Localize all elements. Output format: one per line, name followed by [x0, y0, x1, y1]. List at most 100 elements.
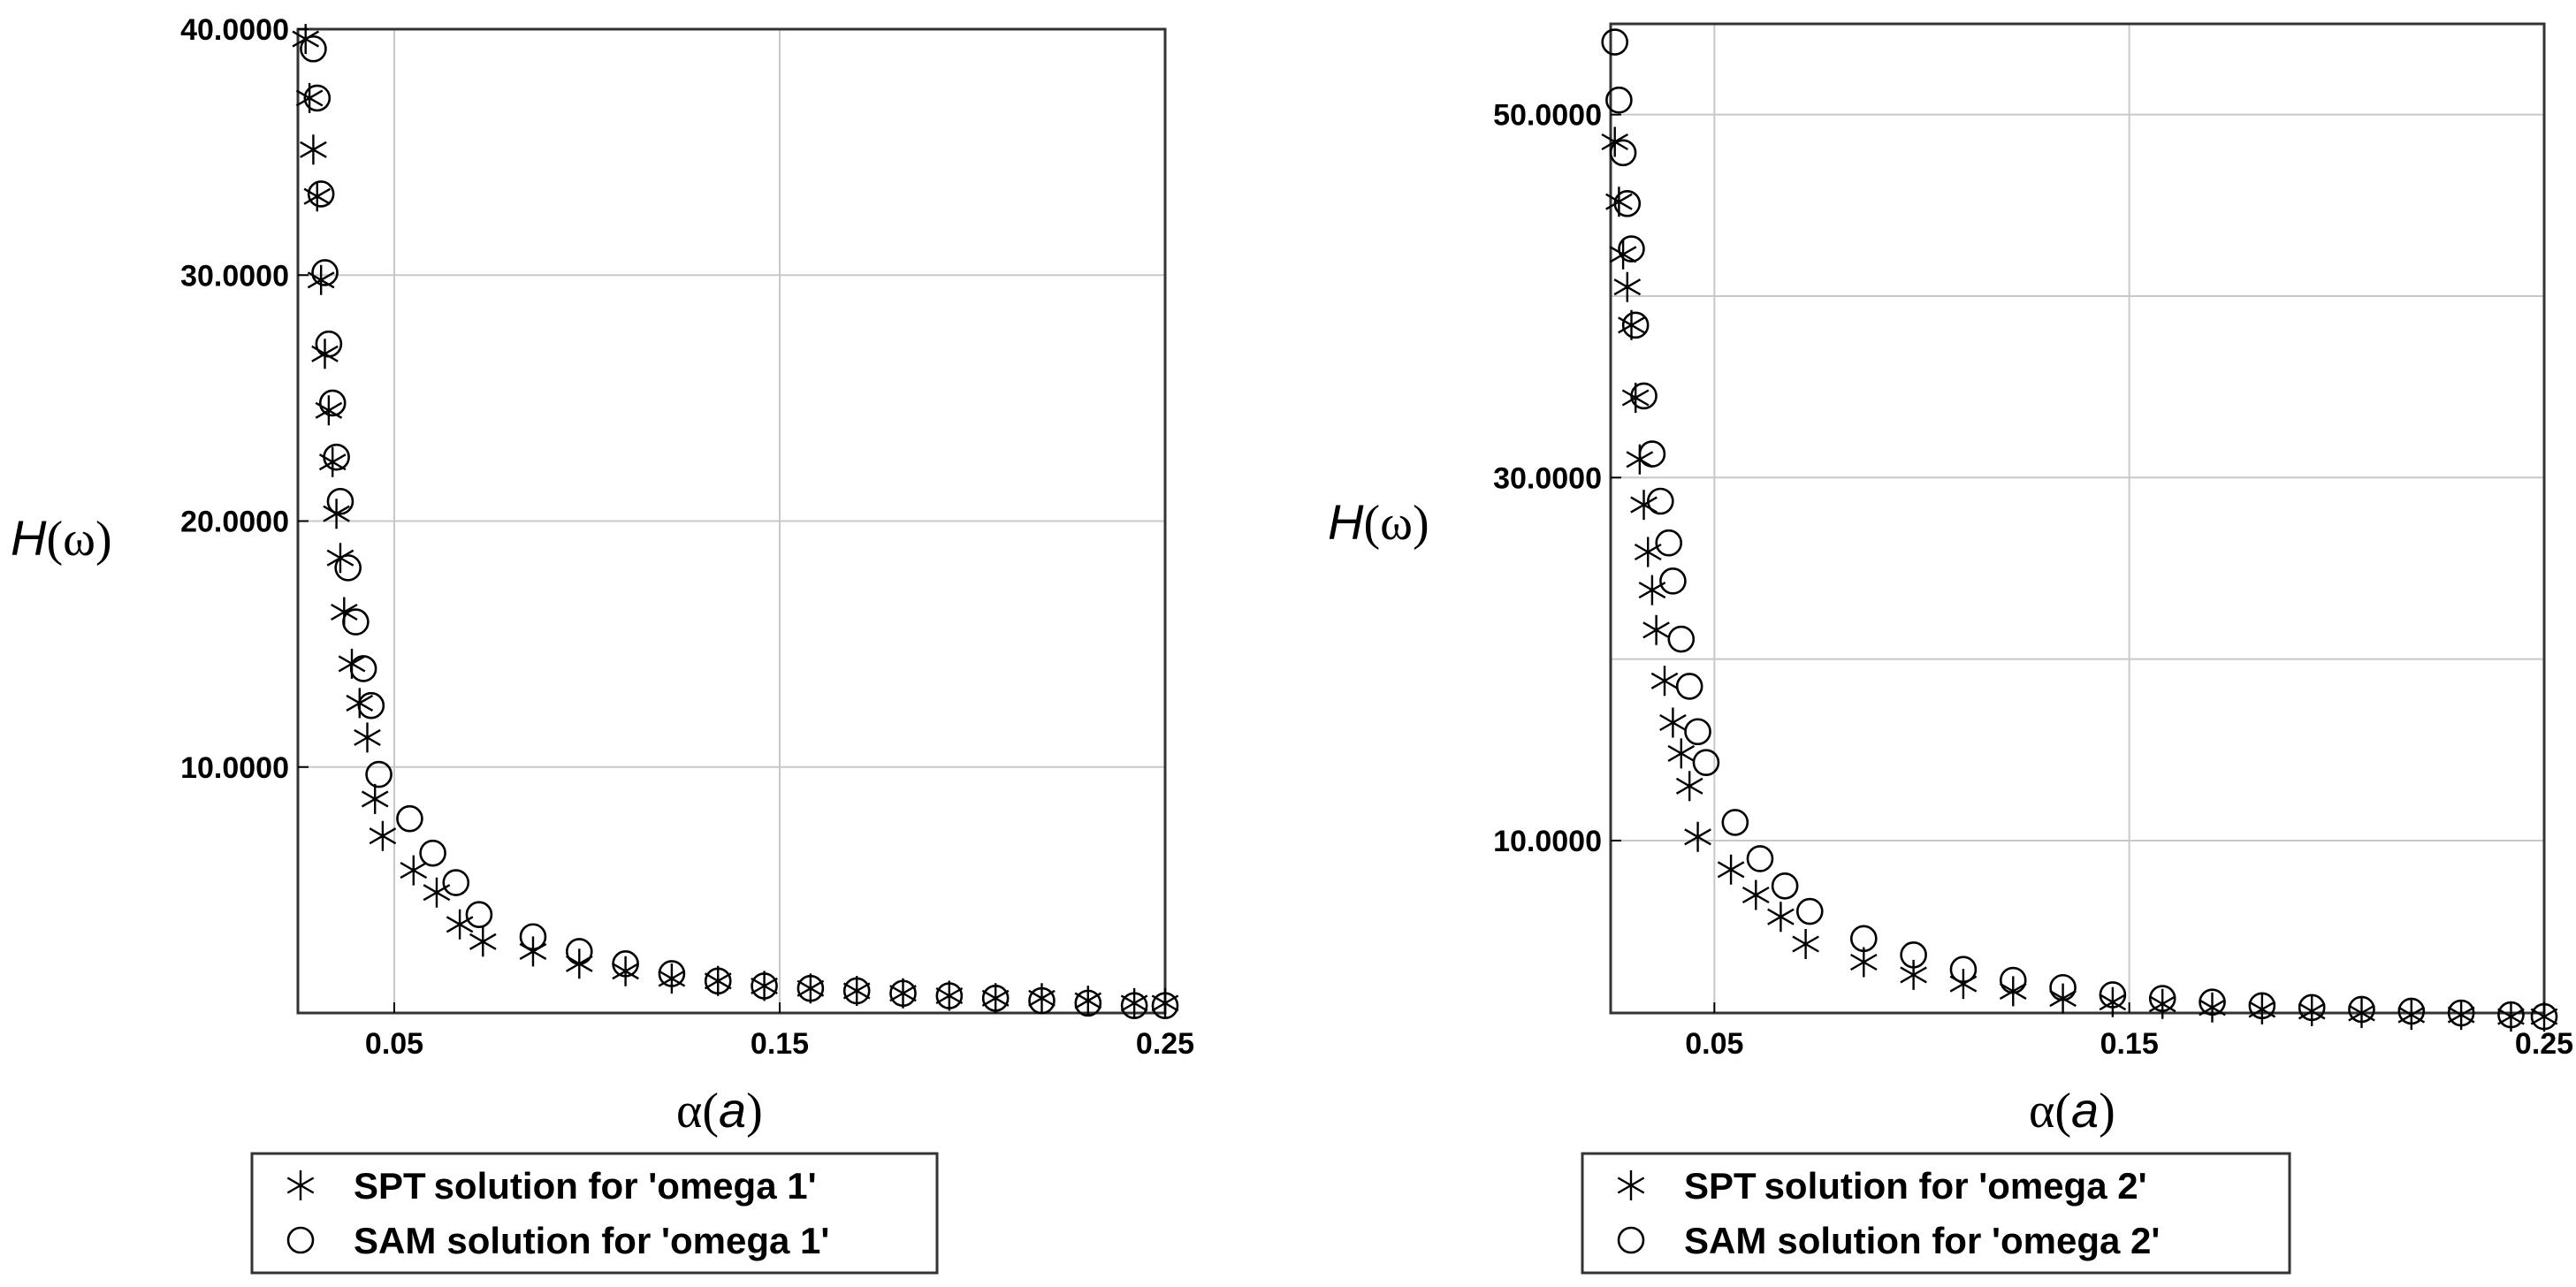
chart-panel-1: 0.05 0.15 0.25 10.0000 20.0000 30.0000 40.0000… [11, 13, 1194, 1275]
circle-data-point [2447, 999, 2475, 1027]
circle-data-point [1667, 625, 1696, 653]
circle-data-point [889, 979, 917, 1008]
circle-data-point [1609, 139, 1637, 167]
circle-data-point [935, 982, 964, 1009]
x-tick-label: 0.25 [2515, 1027, 2573, 1061]
series-star [1601, 126, 2558, 1032]
star-data-point [1613, 271, 1642, 302]
star-data-point [1634, 537, 1662, 567]
star-data-point [2148, 988, 2176, 1019]
star-data-point [354, 722, 381, 753]
legend-star-marker [1617, 1170, 1645, 1200]
circle-data-point [315, 330, 343, 358]
circle-data-point [2148, 985, 2176, 1012]
x-axis-label-part: ( [702, 1084, 719, 1138]
legend-entry-rest: solution for 'omega 2' [1777, 1220, 2160, 1261]
circle-data-point [2049, 973, 2077, 1001]
y-axis-label-part: ( [1363, 496, 1380, 551]
legend-entry-method: SPT [354, 1165, 426, 1207]
legend-box [250, 1152, 939, 1275]
circle-data-point [1655, 529, 1683, 557]
star-data-point [1792, 928, 1819, 960]
star-data-point [2348, 997, 2375, 1029]
circle-data-point [565, 938, 593, 965]
star-data-point [292, 24, 320, 55]
x-axis-label-part: α [2029, 1084, 2054, 1138]
legend-circle-marker [1617, 1226, 1645, 1254]
circle-data-point [1900, 940, 1927, 969]
circle-data-point [323, 443, 350, 471]
circle-data-point [1621, 311, 1650, 339]
star-data-point [2497, 1001, 2525, 1032]
legend-entry-method: SAM [1684, 1220, 1766, 1261]
star-data-point [1630, 490, 1658, 521]
circle-data-point [2199, 988, 2226, 1016]
circle-data-point [1028, 986, 1056, 1015]
circle-data-point [1675, 673, 1703, 700]
star-data-point [300, 134, 327, 165]
y-tick-label: 20.0000 [180, 506, 289, 539]
circle-data-point [1630, 382, 1658, 410]
circle-data-point [1618, 235, 1645, 263]
x-axis-label: α(a) [676, 1082, 763, 1138]
circle-data-point [318, 389, 347, 417]
circle-data-point [1771, 872, 1799, 900]
star-data-point [400, 855, 428, 886]
circle-data-point [1074, 989, 1102, 1017]
circle-data-point [419, 839, 446, 867]
circle-data-point [342, 608, 370, 636]
legend-star-marker [286, 1170, 315, 1200]
circle-data-point [396, 804, 423, 833]
circle-data-point [1721, 809, 1749, 836]
x-axis-label-part: a [2071, 1082, 2099, 1138]
y-axis-label-part: H [1328, 494, 1364, 550]
star-data-point [2199, 992, 2226, 1023]
star-data-point [446, 909, 474, 940]
legend-circle-marker [286, 1226, 315, 1254]
circle-data-point [981, 985, 1010, 1012]
star-data-point [1741, 880, 1770, 910]
circle-data-point [349, 655, 377, 682]
legend: SPT solution for 'omega 1'SAM solution for… [250, 1152, 939, 1275]
star-data-point [796, 973, 825, 1004]
star-data-point [1609, 239, 1637, 270]
x-axis-label-part: ) [746, 1084, 763, 1138]
star-data-point [1849, 947, 1878, 978]
star-data-point [519, 936, 547, 967]
circle-data-point [704, 967, 732, 995]
circle-data-point [365, 760, 392, 788]
legend: SPT solution for 'omega 2' SAM solution for… [1581, 1152, 2291, 1275]
star-data-point [303, 181, 332, 212]
star-data-point [326, 543, 354, 574]
legend-entry-method: SAM [354, 1220, 436, 1261]
star-data-point [2530, 1001, 2558, 1032]
star-data-point [1074, 986, 1102, 1017]
circle-data-point [1647, 487, 1674, 515]
star-data-point [842, 976, 871, 1006]
circle-data-point [1120, 992, 1148, 1019]
circle-data-point [1613, 189, 1642, 217]
series-circle [300, 34, 1179, 1019]
legend-entry-rest: solution for 'omega 1' [446, 1220, 829, 1261]
circle-data-point [307, 180, 335, 208]
star-data-point [1642, 614, 1670, 645]
star-data-point [2397, 1000, 2426, 1031]
circle-data-point [2298, 994, 2326, 1022]
circle-data-point [311, 259, 339, 286]
gridlines [1611, 24, 2545, 1013]
circle-data-point [2397, 997, 2426, 1025]
circle-data-point [2248, 992, 2276, 1020]
legend-entry-rest: solution for 'omega 1' [434, 1165, 817, 1207]
y-tick-label: 40.0000 [180, 13, 289, 47]
y-axis-label-part: H [11, 510, 47, 566]
y-tick-label: 10.0000 [180, 751, 289, 785]
circle-data-point [1692, 749, 1720, 776]
y-tick-label: 30.0000 [180, 259, 289, 293]
circle-data-point [842, 977, 871, 1005]
legend-entry-label: SPT solution for 'omega 2' [1684, 1165, 2147, 1207]
star-data-point [1675, 771, 1703, 802]
legend-box [1581, 1152, 2291, 1275]
circle-data-point [1605, 86, 1633, 114]
star-data-point [295, 82, 324, 113]
star-data-point [2447, 1000, 2475, 1031]
